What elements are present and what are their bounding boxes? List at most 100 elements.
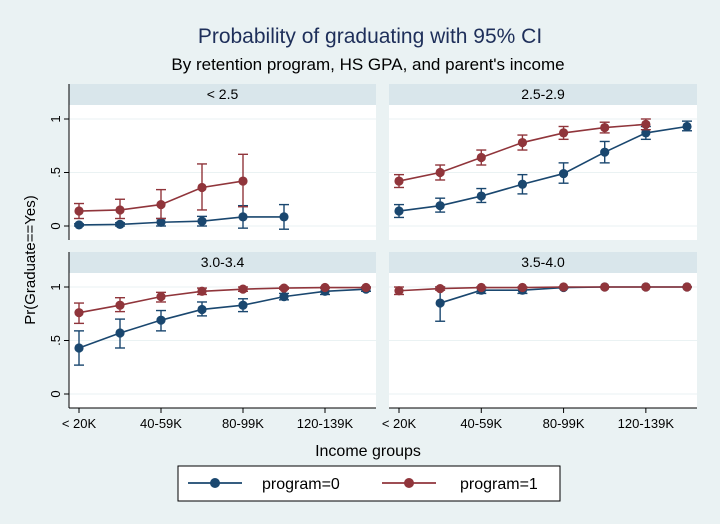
data-point — [558, 168, 569, 179]
series-line — [78, 286, 366, 314]
data-point — [156, 200, 166, 210]
data-point — [197, 182, 207, 193]
data-point — [600, 282, 610, 292]
panel-plot-area — [69, 252, 376, 408]
data-point — [279, 283, 289, 293]
data-point — [517, 179, 528, 189]
data-point — [558, 282, 569, 292]
data-point — [600, 122, 610, 133]
panel-label: 3.5-4.0 — [521, 254, 565, 270]
data-point — [115, 328, 125, 338]
x-tick-label: 40-59K — [140, 416, 182, 431]
y-tick-label: 1 — [48, 115, 63, 122]
x-axis-label: Income groups — [315, 443, 421, 460]
panel-3: 3.0-3.4 0 .5 1 < 20K 40-59K 80-99K 120-139K — [48, 252, 376, 431]
data-point — [74, 206, 84, 216]
data-point — [115, 219, 125, 229]
series-line — [398, 286, 687, 292]
data-point — [197, 286, 207, 296]
x-tick-label: 120-139K — [618, 416, 675, 431]
data-point — [682, 121, 692, 132]
data-point — [238, 176, 248, 186]
panel-label: < 2.5 — [207, 86, 239, 102]
data-point — [517, 282, 528, 293]
data-point — [156, 315, 166, 325]
data-point — [435, 201, 445, 211]
chart-title: Probability of graduating with 95% CI — [198, 25, 542, 48]
data-point — [279, 292, 289, 302]
panel-label: 2.5-2.9 — [521, 86, 565, 102]
legend-label: program=0 — [262, 476, 340, 493]
data-point — [74, 220, 84, 230]
x-tick-label: 120-139K — [297, 416, 354, 431]
data-point — [394, 176, 404, 186]
x-tick-label: 40-59K — [460, 416, 502, 431]
series-line — [398, 125, 688, 212]
chart-subtitle: By retention program, HS GPA, and parent… — [171, 55, 564, 74]
data-point — [197, 304, 207, 315]
data-point — [641, 119, 651, 129]
data-point — [394, 206, 404, 216]
legend-marker — [404, 478, 414, 488]
y-tick-label: .5 — [48, 167, 63, 178]
data-point — [156, 217, 166, 227]
panels: < 2.5 0 .5 1 2.5-2.9 3.0-3.4 0 .5 1 < 20K 40-59K 80… — [48, 84, 697, 431]
panel-4: 3.5-4.0 < 20K 40-59K 80-99K 120-139K — [382, 252, 697, 431]
series-line — [78, 288, 367, 349]
data-point — [435, 284, 445, 294]
x-tick-label: 80-99K — [543, 416, 585, 431]
series-program-0 — [394, 120, 692, 219]
panel-plot-area — [389, 84, 697, 240]
data-point — [197, 216, 207, 226]
data-point — [435, 167, 445, 178]
series-line — [78, 216, 284, 226]
data-point — [517, 137, 528, 148]
data-point — [115, 205, 125, 215]
y-tick-label: .5 — [48, 335, 63, 346]
data-point — [238, 300, 248, 310]
x-tick-label: 80-99K — [222, 416, 264, 431]
data-point — [156, 292, 166, 302]
y-tick-label: 0 — [48, 390, 63, 397]
series-program-1 — [394, 282, 692, 296]
series-program-1 — [394, 118, 651, 189]
data-point — [320, 282, 330, 293]
data-point — [558, 128, 569, 138]
data-point — [476, 191, 486, 201]
panel-plot-area — [69, 84, 376, 240]
series-program-1 — [74, 153, 248, 220]
data-point — [435, 298, 445, 308]
panel-2: 2.5-2.9 — [389, 84, 697, 240]
panel-header — [69, 84, 376, 105]
y-axis-label: Pr(Graduate==Yes) — [22, 195, 39, 325]
data-point — [600, 147, 610, 157]
y-tick-label: 0 — [48, 222, 63, 229]
legend-item-program-1: program=1 — [382, 476, 538, 493]
data-point — [394, 286, 404, 296]
data-point — [74, 308, 84, 318]
legend: program=0 program=1 — [177, 465, 561, 502]
panel-header — [69, 252, 376, 273]
data-point — [476, 282, 486, 293]
x-tick-label: < 20K — [382, 416, 417, 431]
x-tick-label: < 20K — [62, 416, 97, 431]
data-point — [238, 284, 248, 294]
data-point — [641, 282, 651, 292]
legend-label: program=1 — [460, 476, 538, 493]
panel-plot-area — [389, 252, 697, 408]
data-point — [238, 212, 248, 222]
legend-item-program-0: program=0 — [188, 476, 340, 493]
y-tick-label: 1 — [48, 283, 63, 290]
data-point — [476, 152, 486, 163]
data-point — [279, 212, 289, 222]
data-point — [682, 282, 692, 292]
panel-header — [389, 252, 697, 273]
data-point — [115, 300, 125, 310]
panel-1: < 2.5 0 .5 1 — [48, 84, 376, 240]
data-point — [74, 343, 84, 353]
panel-label: 3.0-3.4 — [201, 254, 245, 270]
data-point — [361, 282, 371, 293]
legend-marker — [210, 478, 220, 488]
series-program-1 — [74, 282, 371, 325]
